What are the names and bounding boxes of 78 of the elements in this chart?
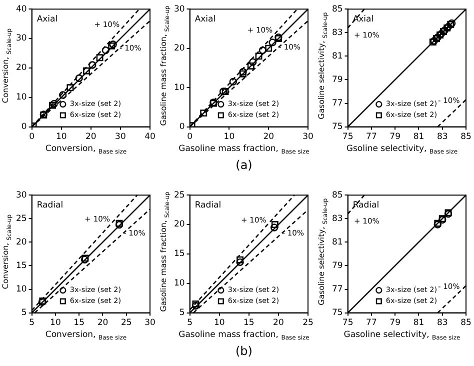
y-tick-label: 10	[174, 278, 185, 289]
x-axis-title: Conversion, $_{Base size}$	[44, 144, 128, 156]
x-tick-label: 0	[187, 132, 193, 142]
y-tick-label: 85	[332, 190, 343, 200]
x-tick-label: 85	[460, 132, 472, 142]
x-tick-label: 30	[302, 132, 314, 142]
x-tick-label: 0	[29, 132, 35, 142]
y-tick-label: 20	[16, 237, 27, 248]
annotation: Radial	[352, 200, 380, 211]
x-tick-label: 20	[273, 318, 284, 328]
y-tick-label: 10	[16, 92, 27, 103]
x-axis-title: Gasoline selectivity, $_{Base size}$	[342, 330, 462, 342]
x-tick-label: 75	[342, 318, 354, 328]
x-tick-label: 75	[342, 132, 354, 142]
text: (a)	[234, 158, 254, 172]
x-tick-label: 10	[214, 318, 225, 328]
y-tick-label: 30	[174, 4, 185, 14]
x-axis-title: Conversion, $_{Base size}$	[44, 330, 128, 342]
y-tick-label: 75	[332, 308, 343, 318]
x-tick-label: 85	[460, 318, 472, 328]
y-tick-label: 81	[332, 51, 343, 62]
x-tick-label: 20	[85, 132, 96, 142]
y-tick-label: 0	[179, 122, 185, 132]
y-tick-label: 15	[174, 249, 185, 260]
x-axis-title: Gsoline selectivity, $_{Base size}$	[345, 144, 459, 156]
y-tick-label: 40	[16, 4, 27, 14]
text: (b)	[234, 344, 254, 358]
y-tick-label: 77	[332, 98, 343, 108]
annotation: Axial	[352, 14, 374, 25]
y-tick-label: 0	[21, 122, 27, 132]
y-tick-label: 25	[174, 190, 185, 200]
x-tick-label: 10	[50, 318, 61, 328]
y-tick-label: 20	[16, 63, 27, 74]
x-tick-label: 81	[413, 318, 424, 328]
x-tick-label: 10	[56, 132, 67, 142]
x-tick-label: 15	[74, 318, 85, 328]
y-tick-label: 83	[332, 28, 343, 38]
y-tick-label: 20	[174, 44, 185, 54]
x-tick-label: 30	[144, 318, 156, 328]
y-tick-label: 30	[16, 190, 27, 200]
x-tick-label: 25	[120, 318, 132, 328]
x-tick-label: 81	[413, 132, 424, 142]
annotation: Radial	[194, 200, 222, 211]
x-tick-label: 79	[390, 318, 401, 328]
x-tick-label: 20	[263, 132, 274, 142]
x-tick-label: 40	[144, 132, 156, 142]
x-tick-label: 77	[366, 132, 377, 142]
y-tick-label: 85	[332, 4, 343, 14]
x-tick-label: 5	[187, 318, 193, 328]
y-tick-label: 79	[332, 260, 343, 271]
x-tick-label: 79	[390, 132, 401, 142]
y-tick-label: 30	[16, 34, 27, 44]
x-tick-label: 83	[436, 132, 448, 142]
y-tick-label: 79	[332, 74, 343, 85]
x-axis-title: Gasoline mass fraction, $_{Base size}$	[178, 144, 310, 156]
annotation: Axial	[194, 14, 216, 25]
x-tick-label: 25	[302, 318, 314, 328]
annotation: Radial	[36, 200, 64, 211]
x-tick-label: 77	[366, 318, 377, 328]
y-tick-label: 75	[332, 122, 343, 132]
x-tick-label: 5	[29, 318, 35, 328]
y-tick-label: 20	[174, 220, 185, 230]
x-axis-title: Gasoline mass fraction, $_{Base size}$	[178, 330, 310, 342]
y-tick-label: 15	[16, 260, 27, 271]
y-tick-label: 10	[174, 82, 185, 93]
x-tick-label: 15	[243, 318, 254, 328]
annotation: Axial	[36, 14, 58, 25]
y-tick-label: 5	[179, 308, 185, 318]
x-tick-label: 10	[224, 132, 235, 142]
y-tick-label: 83	[332, 214, 343, 224]
y-tick-label: 81	[332, 237, 343, 248]
y-tick-label: 5	[21, 308, 27, 318]
x-tick-label: 30	[115, 132, 126, 142]
y-tick-label: 25	[16, 214, 27, 224]
y-tick-label: 77	[332, 284, 343, 294]
x-tick-label: 83	[436, 318, 448, 328]
y-tick-label: 10	[16, 284, 27, 294]
x-tick-label: 20	[97, 318, 108, 328]
